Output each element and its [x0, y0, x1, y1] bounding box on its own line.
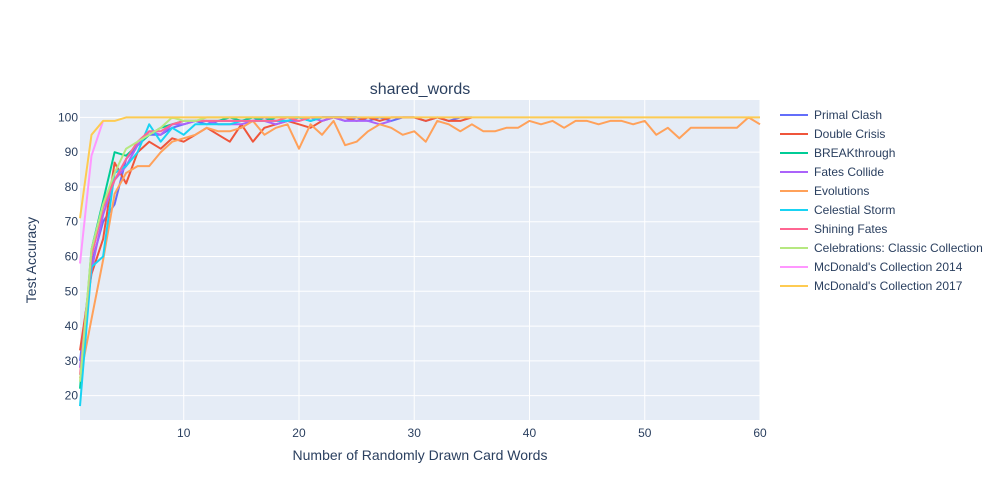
legend-label: McDonald's Collection 2014 — [814, 260, 963, 274]
series-line-3 — [79, 116, 392, 368]
legend-label: Shining Fates — [814, 222, 887, 236]
legend-label: Evolutions — [814, 184, 869, 198]
x-tick-label: 50 — [638, 426, 652, 440]
legend-item[interactable]: McDonald's Collection 2014 — [780, 260, 963, 274]
y-tick-label: 40 — [65, 319, 79, 333]
x-axis-title: Number of Randomly Drawn Card Words — [293, 447, 548, 463]
x-tick-label: 60 — [753, 426, 767, 440]
legend[interactable]: Primal Clash Double Crisis BREAKthrough Fat… — [780, 108, 983, 293]
legend-item[interactable]: Shining Fates — [780, 222, 887, 236]
y-tick-label: 50 — [65, 284, 79, 298]
legend-item[interactable]: Double Crisis — [780, 127, 885, 141]
y-tick-label: 90 — [65, 145, 79, 159]
y-tick-label: 70 — [65, 215, 79, 229]
legend-item[interactable]: Celestial Storm — [780, 203, 895, 217]
series-line-9 — [79, 116, 760, 219]
legend-label: Celebrations: Classic Collection — [814, 241, 983, 255]
legend-label: BREAKthrough — [814, 146, 895, 160]
y-tick-label: 60 — [65, 250, 79, 264]
series-line-5 — [79, 116, 357, 407]
series-line-8 — [79, 120, 105, 264]
x-axis-ticks: 10 20 30 40 50 60 — [177, 426, 767, 440]
y-tick-label: 100 — [58, 110, 78, 124]
x-tick-label: 20 — [292, 426, 306, 440]
legend-label: Primal Clash — [814, 108, 882, 122]
y-axis-title: Test Accuracy — [23, 217, 39, 303]
y-tick-label: 20 — [65, 389, 79, 403]
x-tick-label: 40 — [523, 426, 537, 440]
legend-label: McDonald's Collection 2017 — [814, 279, 963, 293]
plot-area — [80, 100, 760, 420]
y-axis-ticks: 20 30 40 50 60 70 80 90 100 — [58, 110, 78, 402]
legend-item[interactable]: Evolutions — [780, 184, 869, 198]
legend-item[interactable]: Celebrations: Classic Collection — [780, 241, 983, 255]
x-tick-label: 10 — [177, 426, 191, 440]
legend-label: Celestial Storm — [814, 203, 895, 217]
chart-title: shared_words — [370, 81, 471, 98]
legend-label: Fates Collide — [814, 165, 884, 179]
legend-item[interactable]: Primal Clash — [780, 108, 882, 122]
legend-item[interactable]: McDonald's Collection 2017 — [780, 279, 963, 293]
y-tick-label: 80 — [65, 180, 79, 194]
series-lines — [79, 116, 761, 407]
x-tick-label: 30 — [408, 426, 422, 440]
y-tick-label: 30 — [65, 354, 79, 368]
legend-item[interactable]: BREAKthrough — [780, 146, 895, 160]
legend-item[interactable]: Fates Collide — [780, 165, 884, 179]
legend-label: Double Crisis — [814, 127, 885, 141]
series-line-4 — [79, 116, 761, 379]
